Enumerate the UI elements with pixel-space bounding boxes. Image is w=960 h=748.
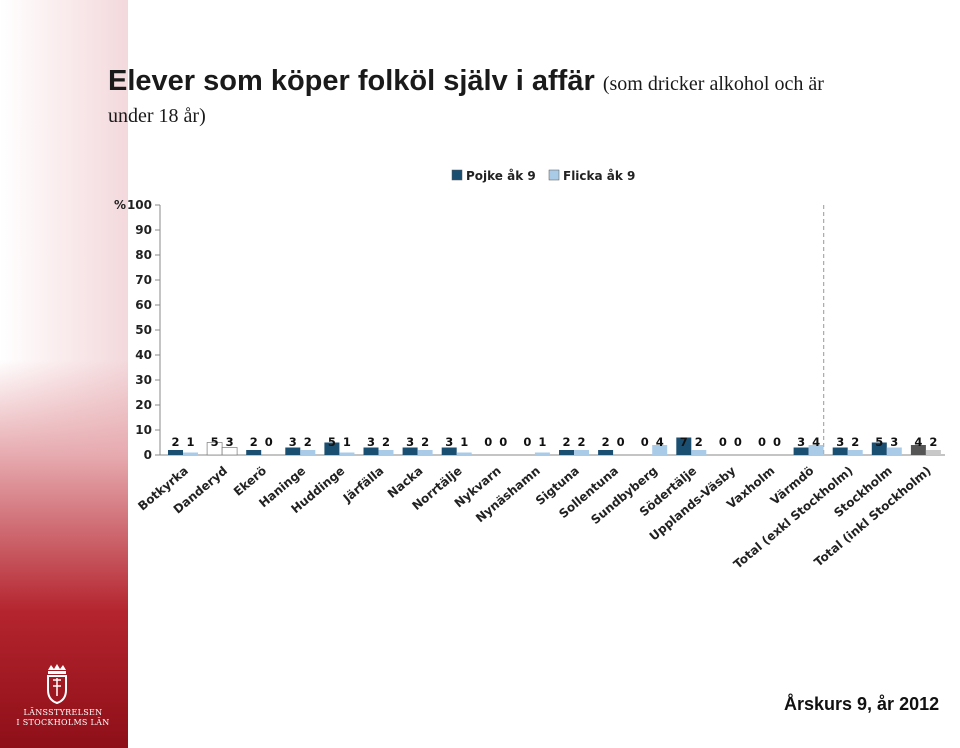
category-label: Järfälla xyxy=(340,464,387,506)
data-label-pojke: 0 xyxy=(758,435,766,449)
data-label-pojke: 5 xyxy=(328,435,336,449)
data-label-pojke: 0 xyxy=(523,435,531,449)
bar-flicka xyxy=(925,450,941,455)
title-main: Elever som köper folköl själv i affär xyxy=(108,65,595,97)
bar-pojke xyxy=(598,450,614,455)
y-tick-label: 10 xyxy=(135,423,152,437)
bar-pojke xyxy=(363,447,379,455)
logo-text: LÄNSSTYRELSEN I STOCKHOLMS LÄN xyxy=(10,708,116,728)
bar-flicka xyxy=(886,447,902,455)
data-label-flicka: 1 xyxy=(343,435,351,449)
data-label-pojke: 3 xyxy=(836,435,844,449)
data-label-pojke: 0 xyxy=(484,435,492,449)
legend-swatch xyxy=(451,169,463,181)
logo-line2: I STOCKHOLMS LÄN xyxy=(16,718,110,727)
data-label-pojke: 5 xyxy=(875,435,883,449)
bar-pojke xyxy=(285,447,301,455)
subtitle-part2: under 18 år) xyxy=(108,105,206,127)
data-label-flicka: 2 xyxy=(851,435,859,449)
data-label-flicka: 2 xyxy=(421,435,429,449)
data-label-flicka: 1 xyxy=(186,435,194,449)
bar-pojke xyxy=(676,437,692,455)
bar-pojke xyxy=(168,450,183,455)
crown-crest-icon xyxy=(47,664,67,704)
data-label-flicka: 1 xyxy=(538,435,546,449)
data-label-flicka: 2 xyxy=(304,435,312,449)
legend-label: Pojke åk 9 xyxy=(466,169,536,183)
bar-flicka xyxy=(808,445,824,455)
category-label: Sundbyberg xyxy=(588,464,660,527)
data-label-flicka: 3 xyxy=(890,435,898,449)
y-axis-label: % xyxy=(114,198,126,212)
bar-flicka xyxy=(574,450,589,455)
sidebar-red-band xyxy=(0,360,128,748)
bar-flicka xyxy=(534,452,550,455)
data-label-flicka: 0 xyxy=(734,435,742,449)
data-label-pojke: 2 xyxy=(250,435,258,449)
data-label-pojke: 3 xyxy=(406,435,414,449)
subtitle-part1: (som dricker alkohol och är xyxy=(602,73,824,95)
data-label-pojke: 0 xyxy=(719,435,727,449)
bar-flicka xyxy=(339,452,355,455)
y-tick-label: 100 xyxy=(127,198,152,212)
y-tick-label: 30 xyxy=(135,373,152,387)
bar-flicka xyxy=(417,450,433,455)
bar-pojke xyxy=(559,450,574,455)
footer-label: Årskurs 9, år 2012 xyxy=(784,694,940,714)
y-tick-label: 90 xyxy=(135,223,152,237)
data-label-pojke: 2 xyxy=(562,435,570,449)
data-label-pojke: 5 xyxy=(211,435,219,449)
data-label-flicka: 0 xyxy=(617,435,625,449)
data-label-pojke: 2 xyxy=(602,435,610,449)
bar-pojke xyxy=(324,442,340,455)
data-label-pojke: 0 xyxy=(641,435,649,449)
data-label-flicka: 2 xyxy=(695,435,703,449)
bar-flicka xyxy=(691,450,707,455)
bar-flicka xyxy=(300,450,316,455)
legend-label: Flicka åk 9 xyxy=(563,169,635,183)
bar-pojke xyxy=(441,447,457,455)
y-tick-label: 70 xyxy=(135,273,152,287)
data-label-pojke: 3 xyxy=(367,435,375,449)
y-tick-label: 40 xyxy=(135,348,152,362)
bar-flicka xyxy=(652,445,668,455)
y-tick-label: 60 xyxy=(135,298,152,312)
data-label-pojke: 3 xyxy=(445,435,453,449)
data-label-flicka: 0 xyxy=(773,435,781,449)
bar-flicka xyxy=(221,447,238,456)
y-tick-label: 20 xyxy=(135,398,152,412)
data-label-flicka: 1 xyxy=(460,435,468,449)
bar-pojke xyxy=(793,447,809,455)
data-label-pojke: 3 xyxy=(289,435,297,449)
bar-pojke xyxy=(402,447,418,455)
legend-swatch xyxy=(548,169,560,181)
data-label-pojke: 3 xyxy=(797,435,805,449)
data-label-flicka: 0 xyxy=(265,435,273,449)
data-label-flicka: 4 xyxy=(812,435,820,449)
bar-flicka xyxy=(378,450,394,455)
bar-pojke xyxy=(832,447,848,455)
bar-pojke xyxy=(246,450,262,455)
data-label-flicka: 2 xyxy=(929,435,937,449)
page-title: Elever som köper folköl själv i affär (s… xyxy=(108,64,948,101)
y-tick-label: 50 xyxy=(135,323,152,337)
bar-pojke xyxy=(871,442,887,455)
data-label-flicka: 0 xyxy=(499,435,507,449)
data-label-flicka: 2 xyxy=(382,435,390,449)
data-label-pojke: 4 xyxy=(914,435,922,449)
y-tick-label: 80 xyxy=(135,248,152,262)
data-label-flicka: 3 xyxy=(226,435,234,449)
bar-flicka xyxy=(456,452,472,455)
data-label-flicka: 4 xyxy=(656,435,664,449)
bar-flicka xyxy=(183,452,198,455)
y-tick-label: 0 xyxy=(144,448,152,462)
bar-pojke xyxy=(910,445,926,455)
bar-flicka xyxy=(847,450,863,455)
data-label-pojke: 7 xyxy=(680,435,688,449)
data-label-flicka: 2 xyxy=(577,435,585,449)
data-label-pojke: 2 xyxy=(171,435,179,449)
logo-line1: LÄNSSTYRELSEN xyxy=(23,708,103,717)
